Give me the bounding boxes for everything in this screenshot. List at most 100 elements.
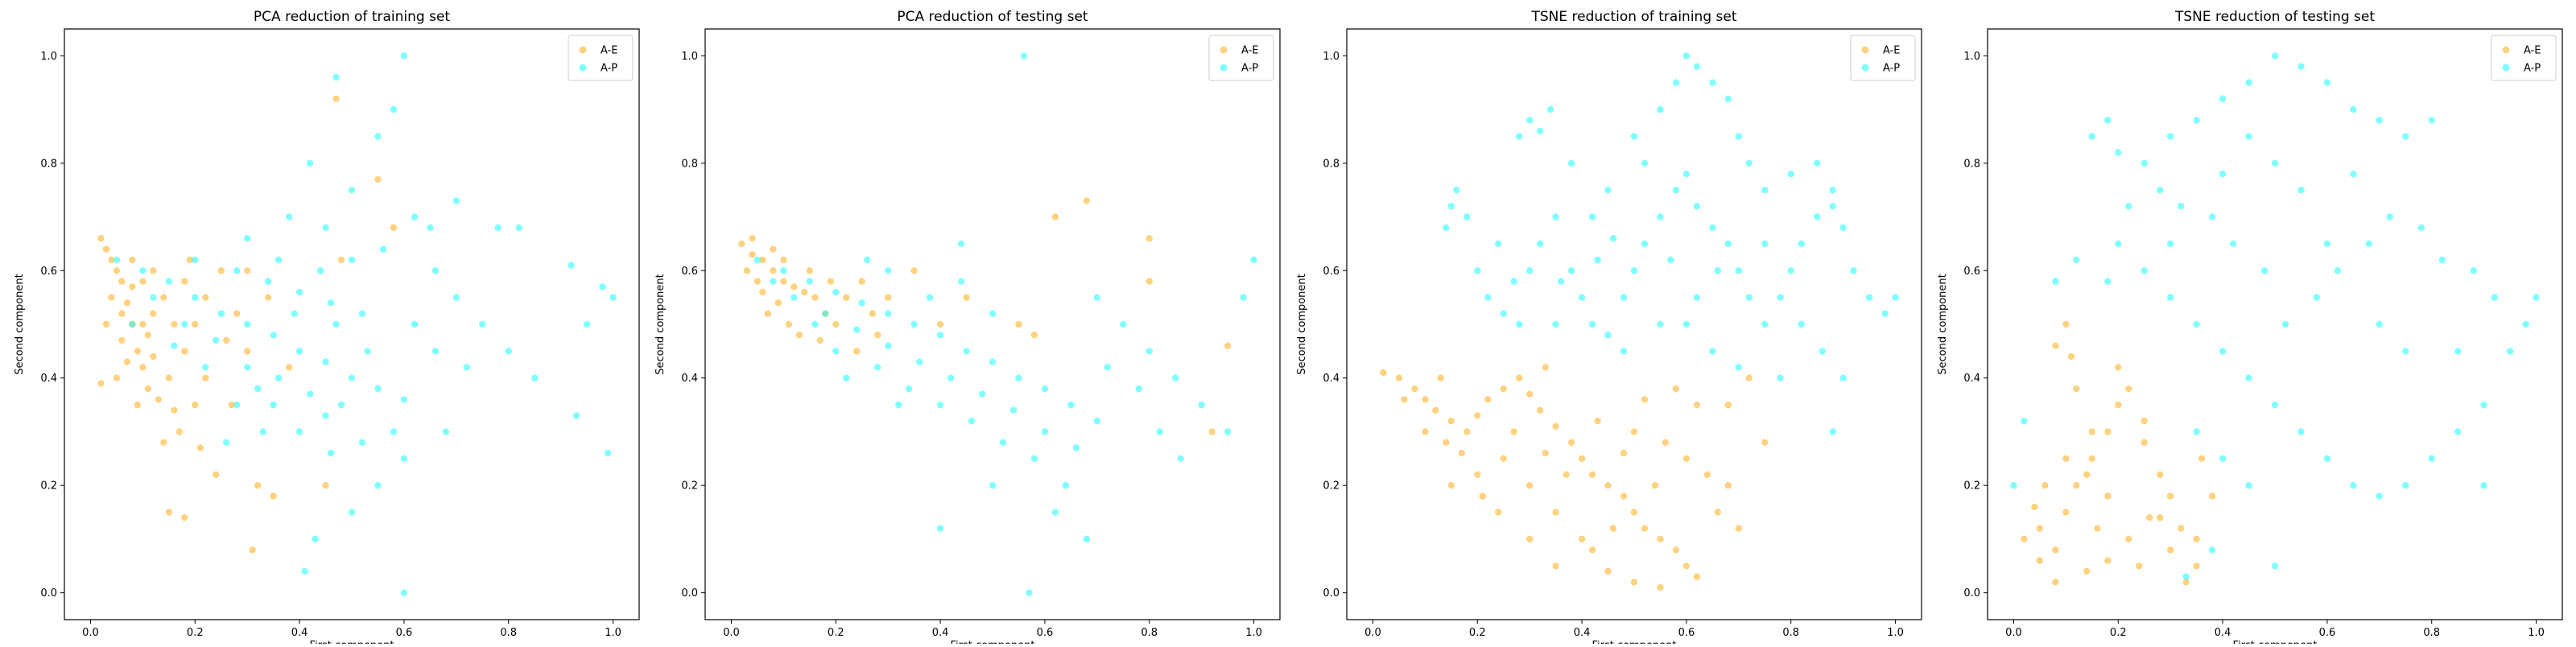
point-a-e-9 xyxy=(2140,439,2148,446)
point-a-e-31 xyxy=(2104,492,2112,500)
point-a-e-53 xyxy=(129,283,136,291)
point-a-p-66 xyxy=(1594,256,1601,264)
point-a-p-64 xyxy=(2271,159,2279,167)
point-a-p-6 xyxy=(1516,320,1523,328)
point-a-p-6 xyxy=(2219,95,2227,102)
point-a-p-22 xyxy=(1724,240,1732,248)
point-a-e-54 xyxy=(1651,482,1659,489)
point-a-e-53 xyxy=(1588,546,1596,554)
y-tick-label: 0.4 xyxy=(681,373,698,385)
point-a-p-67 xyxy=(390,428,398,435)
point-a-p-4 xyxy=(1484,294,1492,301)
point-a-p-62 xyxy=(1620,348,1628,355)
point-a-p-72 xyxy=(1829,428,1836,435)
x-tick-label: 0.6 xyxy=(1678,627,1695,639)
point-a-p-8 xyxy=(2271,52,2279,60)
point-a-p-5 xyxy=(1500,310,1507,317)
point-a-p-48 xyxy=(1156,428,1163,435)
x-tick-label: 0.4 xyxy=(291,627,308,639)
x-tick-label: 1.0 xyxy=(605,627,621,639)
point-a-e-12 xyxy=(832,320,840,328)
point-a-p-50 xyxy=(2010,482,2017,489)
point-a-e-55 xyxy=(1609,525,1617,532)
chart-panel-1: 0.0 0.2 0.4 0.6 0.8 1.0 0.0 0.2 0.4 0.6 0.8 1.0 PCA … xyxy=(14,9,640,647)
point-a-p-44 xyxy=(583,320,591,328)
point-a-p-36 xyxy=(1526,117,1534,124)
point-a-p-11 xyxy=(1041,385,1049,393)
point-a-p-23 xyxy=(1072,444,1080,451)
point-a-p-16 xyxy=(1641,240,1649,248)
point-a-e-58 xyxy=(285,364,293,371)
point-a-e-25 xyxy=(1604,567,1612,575)
point-a-e-35 xyxy=(759,288,766,296)
point-a-p-15 xyxy=(2115,240,2122,248)
y-tick-label: 1.0 xyxy=(40,51,57,63)
point-a-e-6 xyxy=(1463,428,1471,435)
point-a-p-55 xyxy=(1814,159,1821,167)
point-a-e-11 xyxy=(144,332,152,339)
point-a-p-45 xyxy=(572,412,580,419)
point-a-p-68 xyxy=(358,439,366,446)
point-a-e-26 xyxy=(2052,342,2059,349)
point-a-p-26 xyxy=(322,224,329,232)
point-a-p-5 xyxy=(244,320,251,328)
point-a-p-5 xyxy=(2193,117,2200,124)
point-a-e-19 xyxy=(1630,509,1638,516)
series-a-p xyxy=(113,52,617,596)
point-a-p-30 xyxy=(1030,455,1038,462)
x-axis-label: First component xyxy=(309,640,394,644)
point-a-p-43 xyxy=(989,482,997,489)
point-a-e-36 xyxy=(770,245,777,253)
point-a-e-44 xyxy=(165,509,172,516)
y-tick-label: 1.0 xyxy=(1323,51,1340,63)
point-a-p-29 xyxy=(1814,213,1821,220)
axes-frame xyxy=(64,28,640,620)
point-a-p-37 xyxy=(1537,127,1544,134)
point-a-e-11 xyxy=(2167,492,2174,500)
point-a-p-51 xyxy=(2021,417,2028,425)
x-tick-label: 0.2 xyxy=(2110,627,2127,639)
point-a-p-1 xyxy=(780,267,787,274)
point-a-p-20 xyxy=(2245,374,2252,381)
point-a-p-3 xyxy=(192,294,199,301)
point-a-p-20 xyxy=(1693,203,1701,210)
point-a-e-13 xyxy=(160,294,167,301)
point-a-e-32 xyxy=(1474,471,1481,478)
point-a-p-51 xyxy=(864,256,871,264)
point-a-e-6 xyxy=(791,283,798,291)
point-a-p-49 xyxy=(1177,455,1184,462)
point-a-p-14 xyxy=(791,294,798,301)
point-a-e-12 xyxy=(2178,525,2185,532)
point-a-p-17 xyxy=(306,390,314,398)
point-a-e-52 xyxy=(1552,563,1559,570)
x-tick-label: 0.4 xyxy=(2215,627,2231,639)
point-a-p-39 xyxy=(1516,133,1523,140)
point-a-p-59 xyxy=(2376,320,2383,328)
x-tick-label: 0.0 xyxy=(2005,627,2022,639)
point-a-e-57 xyxy=(1401,396,1408,403)
point-a-p-11 xyxy=(1578,294,1586,301)
point-a-e-55 xyxy=(202,374,209,381)
point-a-p-2 xyxy=(806,278,813,285)
point-a-p-12 xyxy=(1067,401,1075,409)
point-a-p-69 xyxy=(1798,320,1805,328)
point-a-p-62 xyxy=(348,256,356,264)
y-tick-label: 0.8 xyxy=(1963,158,1980,170)
point-a-p-7 xyxy=(936,332,944,339)
point-a-p-31 xyxy=(1839,224,1847,232)
legend-label-a-p: A-P xyxy=(1883,63,1900,75)
point-a-e-33 xyxy=(2136,563,2143,570)
y-tick-label: 0.2 xyxy=(1323,480,1340,492)
legend: A-E A-P xyxy=(2491,35,2557,81)
point-a-e-23 xyxy=(2088,428,2095,435)
point-a-p-29 xyxy=(999,439,1007,446)
point-a-p-10 xyxy=(1567,267,1575,274)
y-axis-label: Second component xyxy=(14,274,26,375)
point-a-p-35 xyxy=(452,294,460,301)
point-a-p-23 xyxy=(2323,455,2331,462)
point-a-e-14 xyxy=(1567,439,1575,446)
point-a-e-42 xyxy=(270,492,277,500)
point-a-e-24 xyxy=(2073,385,2080,393)
point-a-e-26 xyxy=(1630,579,1638,586)
